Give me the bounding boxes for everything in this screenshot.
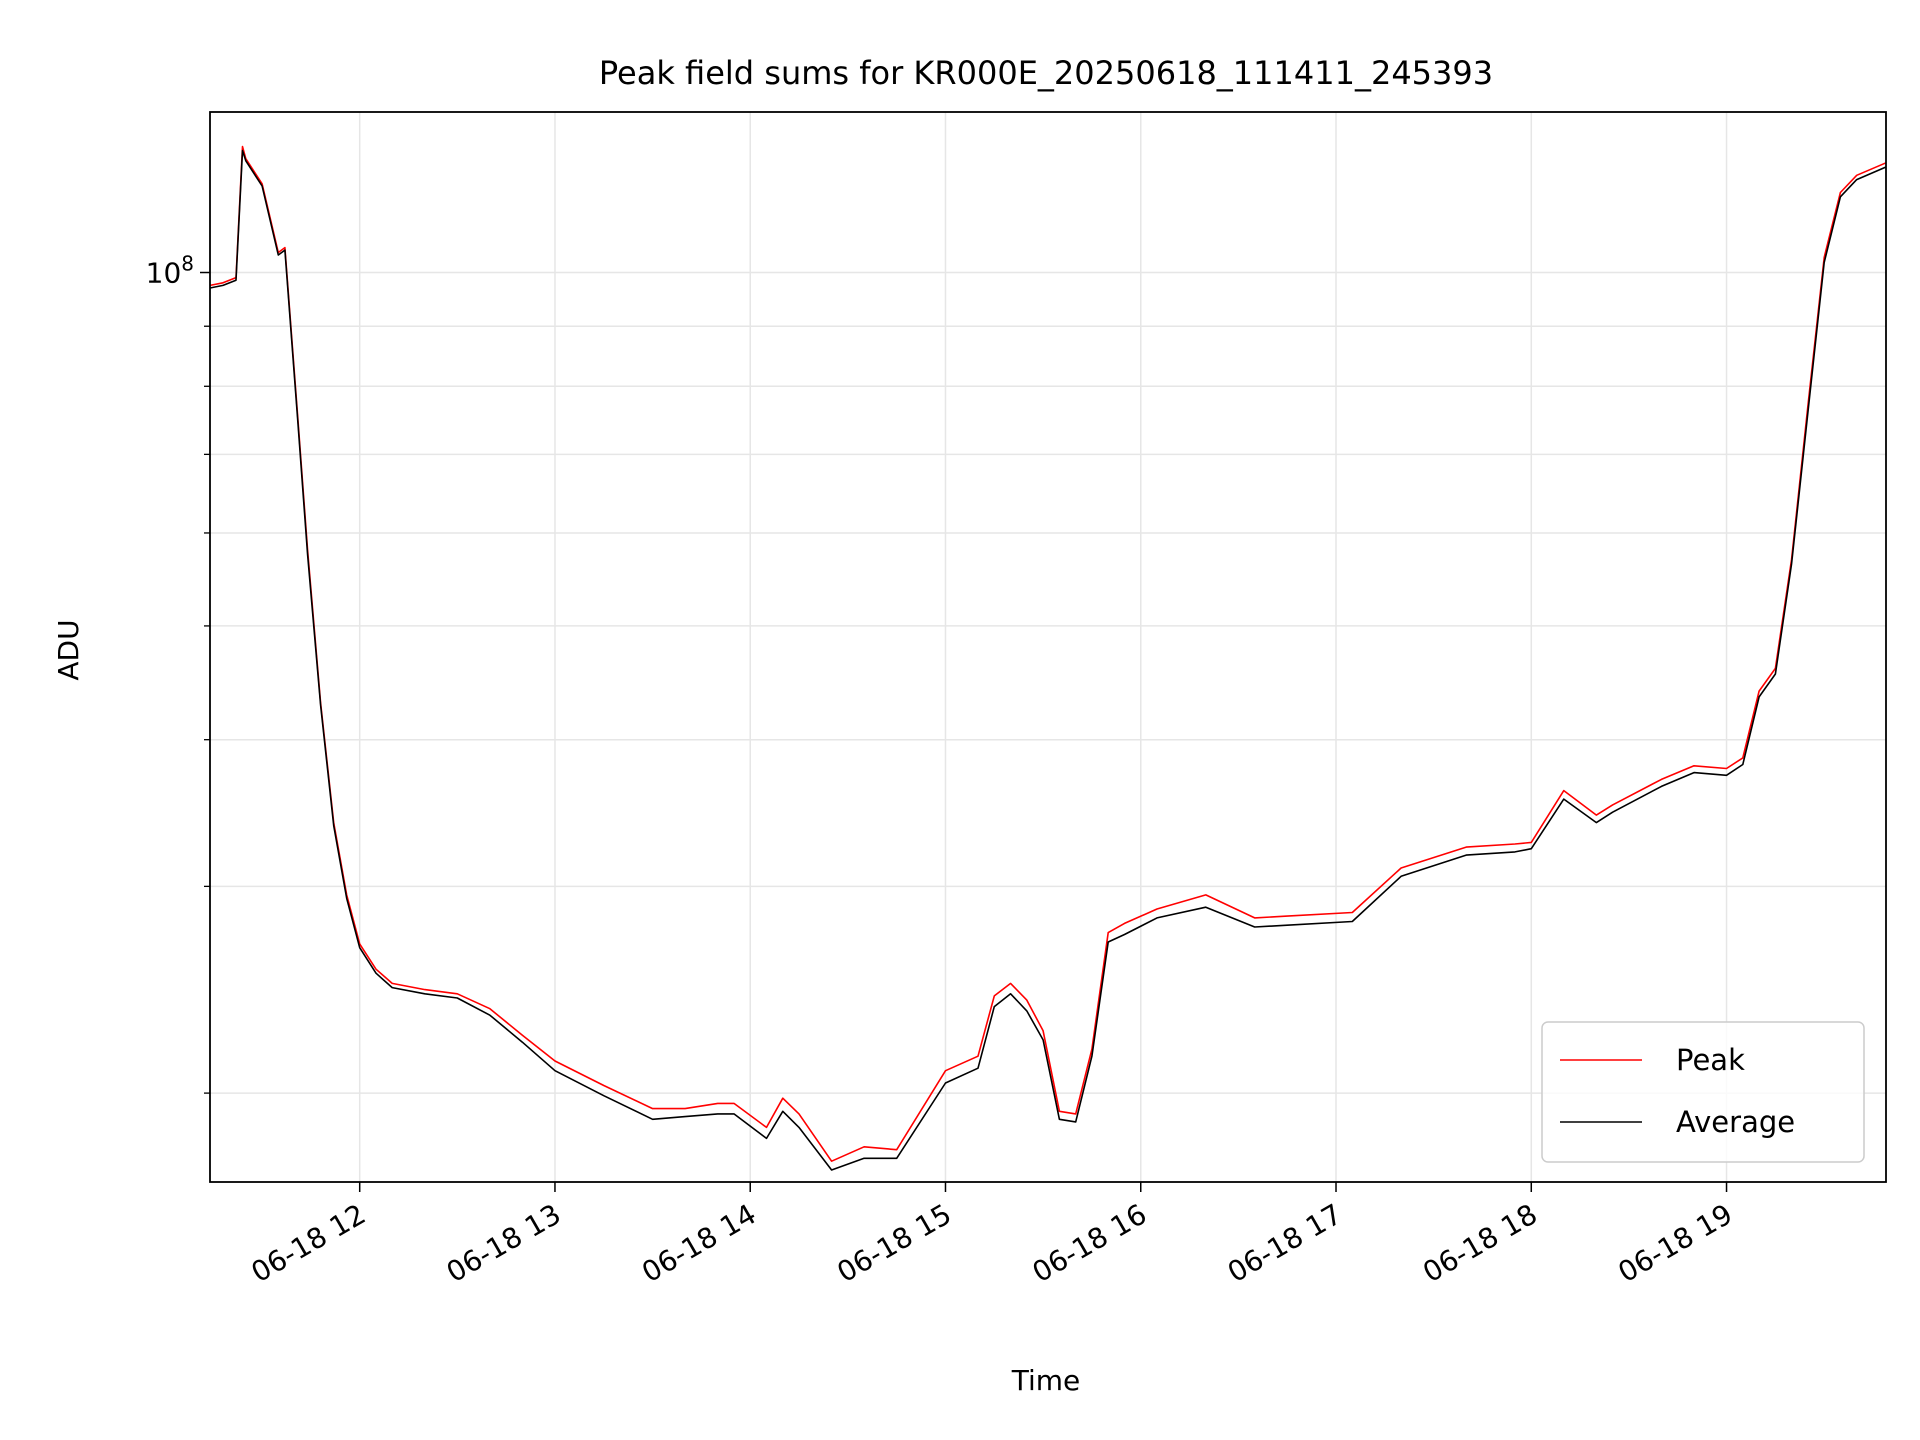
legend: Peak Average — [1541, 1021, 1865, 1163]
legend-label-average: Average — [1676, 1105, 1795, 1139]
y-axis-label: ADU — [52, 619, 85, 680]
x-axis-label: Time — [1011, 1364, 1081, 1397]
grid — [210, 112, 1886, 1182]
legend-box — [1541, 1021, 1865, 1163]
legend-label-peak: Peak — [1676, 1043, 1745, 1077]
series-line-average — [209, 149, 1887, 1171]
plot-frame — [209, 111, 1887, 1183]
series-layer — [209, 145, 1887, 1171]
chart-title: Peak field sums for KR000E_20250618_1114… — [599, 54, 1493, 92]
y-tick-label: 108 — [146, 252, 194, 290]
